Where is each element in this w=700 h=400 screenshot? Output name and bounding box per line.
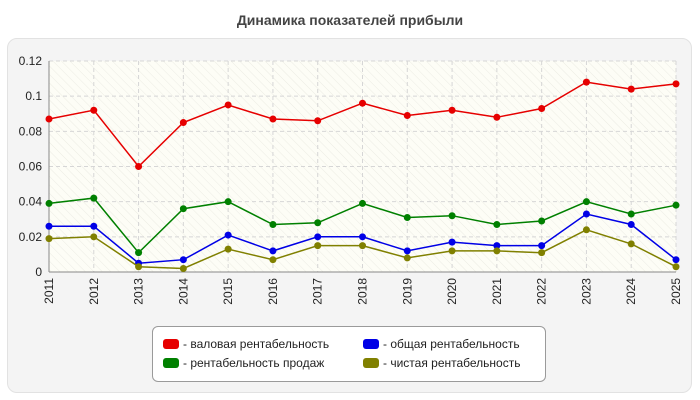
legend-item-gross-margin: - валовая рентабельность [163, 336, 329, 352]
legend-label: - рентабельность продаж [183, 356, 325, 370]
legend: - валовая рентабельность - рентабельност… [152, 326, 546, 382]
y-tick-label: 0.04 [19, 195, 43, 209]
x-tick-label: 2022 [535, 278, 549, 305]
data-point [269, 221, 277, 229]
data-point [314, 117, 322, 125]
data-point [672, 201, 680, 209]
data-point [359, 99, 366, 107]
data-point [269, 115, 277, 123]
x-tick-label: 2011 [42, 278, 56, 304]
data-point [582, 226, 590, 234]
data-point [582, 198, 590, 206]
data-point [224, 198, 232, 206]
data-point [627, 210, 635, 218]
data-point [90, 106, 98, 114]
data-point [448, 212, 456, 220]
legend-swatch [363, 358, 379, 368]
x-tick-label: 2023 [579, 278, 593, 305]
y-tick-label: 0.12 [19, 54, 43, 68]
x-tick-label: 2017 [311, 278, 325, 305]
data-point [627, 221, 635, 229]
data-point [672, 80, 680, 88]
data-point [627, 85, 635, 93]
data-point [314, 233, 322, 241]
data-point [359, 242, 366, 250]
data-point [269, 256, 277, 264]
data-point [135, 163, 143, 170]
x-tick-label: 2016 [266, 278, 280, 305]
data-point [314, 242, 322, 250]
legend-label: - чистая рентабельность [383, 356, 521, 370]
data-point [45, 235, 53, 243]
data-point [627, 240, 635, 248]
y-tick-label: 0 [35, 265, 42, 279]
data-point [582, 78, 590, 86]
legend-swatch [363, 339, 379, 349]
data-point [582, 210, 590, 218]
x-tick-label: 2025 [669, 278, 683, 305]
x-tick-label: 2012 [87, 278, 101, 305]
data-point [538, 217, 546, 225]
legend-item-sales-margin: - рентабельность продаж [163, 355, 324, 371]
data-point [403, 254, 411, 262]
data-point [672, 256, 680, 264]
x-tick-label: 2019 [400, 278, 414, 305]
data-point [538, 249, 546, 257]
data-point [448, 247, 456, 255]
x-tick-label: 2013 [132, 278, 146, 305]
data-point [135, 249, 143, 257]
chart-title: Динамика показателей прибыли [236, 12, 464, 28]
y-tick-label: 0.1 [25, 89, 42, 103]
data-point [179, 256, 187, 264]
x-tick-label: 2018 [356, 278, 370, 305]
data-point [179, 264, 187, 272]
data-point [179, 205, 187, 213]
y-tick-label: 0.02 [19, 230, 43, 244]
data-point [493, 113, 501, 121]
legend-swatch [163, 339, 179, 349]
legend-label: - общая рентабельность [383, 337, 520, 351]
data-point [90, 222, 98, 230]
data-point [135, 263, 143, 271]
data-point [672, 263, 680, 271]
data-point [493, 247, 501, 255]
data-point [493, 221, 501, 229]
data-point [269, 247, 277, 255]
data-point [359, 233, 366, 241]
x-tick-label: 2020 [445, 278, 459, 305]
data-point [45, 199, 53, 207]
legend-item-net-margin: - чистая рентабельность [363, 355, 520, 371]
data-point [90, 194, 98, 202]
data-point [359, 199, 366, 207]
data-point [45, 222, 53, 230]
data-point [448, 238, 456, 246]
x-tick-label: 2015 [221, 278, 235, 305]
data-point [538, 242, 546, 250]
legend-swatch [163, 358, 179, 368]
data-point [448, 106, 456, 114]
y-tick-label: 0.08 [19, 124, 43, 138]
x-tick-label: 2014 [176, 278, 190, 305]
data-point [224, 231, 232, 239]
data-point [538, 104, 546, 112]
legend-label: - валовая рентабельность [183, 337, 330, 351]
x-tick-label: 2021 [490, 278, 504, 305]
data-point [403, 247, 411, 255]
data-point [179, 119, 187, 127]
y-tick-label: 0.06 [19, 160, 43, 174]
data-point [403, 112, 411, 120]
legend-item-total-margin: - общая рентабельность [363, 336, 520, 352]
data-point [90, 233, 98, 241]
data-point [403, 213, 411, 221]
data-point [224, 245, 232, 253]
x-tick-label: 2024 [624, 278, 638, 305]
data-point [493, 242, 501, 250]
data-point [224, 101, 232, 109]
data-point [45, 115, 53, 123]
data-point [314, 219, 322, 227]
